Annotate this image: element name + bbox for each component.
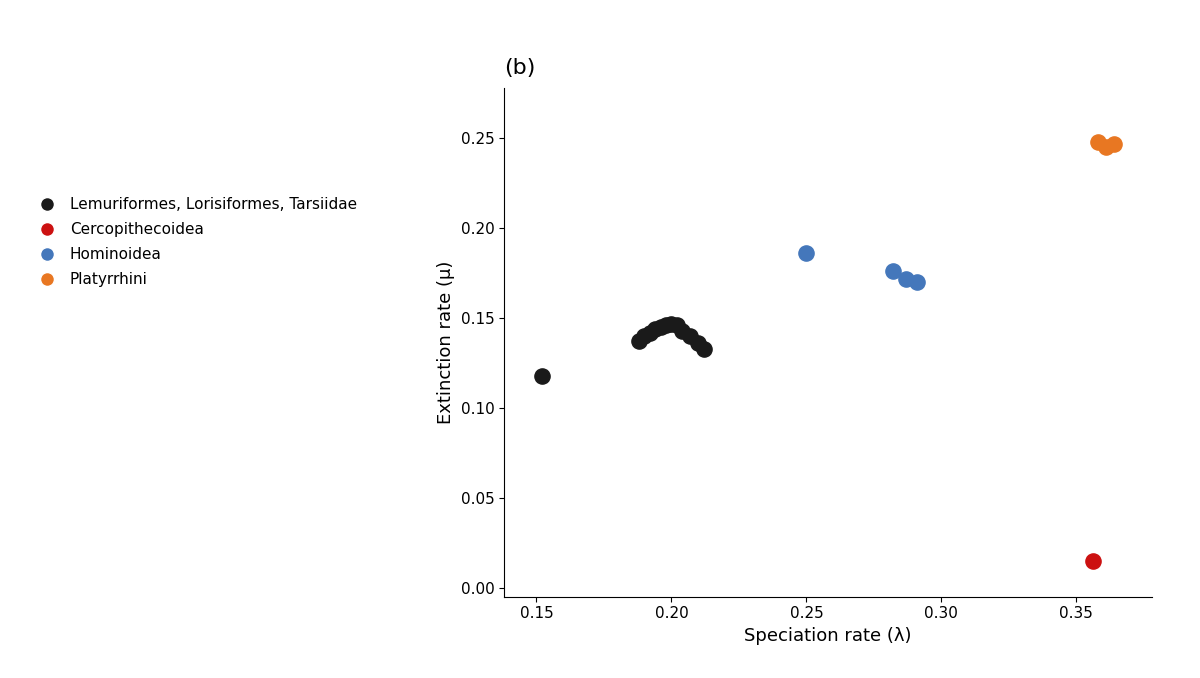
X-axis label: Speciation rate (λ): Speciation rate (λ): [744, 627, 912, 645]
Point: [797, 248, 816, 259]
Point: [533, 370, 552, 381]
Y-axis label: Extinction rate (μ): Extinction rate (μ): [437, 261, 455, 424]
Point: [1097, 142, 1116, 153]
Point: [656, 320, 676, 331]
Point: [896, 273, 916, 284]
Point: [1104, 138, 1123, 149]
Text: (b): (b): [504, 58, 535, 78]
Point: [672, 325, 691, 336]
Point: [883, 266, 902, 277]
Point: [1088, 137, 1108, 148]
Point: [652, 321, 671, 332]
Point: [1082, 555, 1102, 566]
Point: [907, 277, 926, 287]
Point: [641, 327, 660, 338]
Legend: Lemuriformes, Lorisiformes, Tarsiidae, Cercopithecoidea, Hominoidea, Platyrrhini: Lemuriformes, Lorisiformes, Tarsiidae, C…: [31, 197, 356, 287]
Point: [694, 343, 713, 354]
Point: [689, 338, 708, 348]
Point: [667, 320, 686, 331]
Point: [646, 323, 665, 334]
Point: [635, 331, 654, 342]
Point: [680, 331, 700, 342]
Point: [630, 336, 649, 347]
Point: [662, 318, 682, 329]
